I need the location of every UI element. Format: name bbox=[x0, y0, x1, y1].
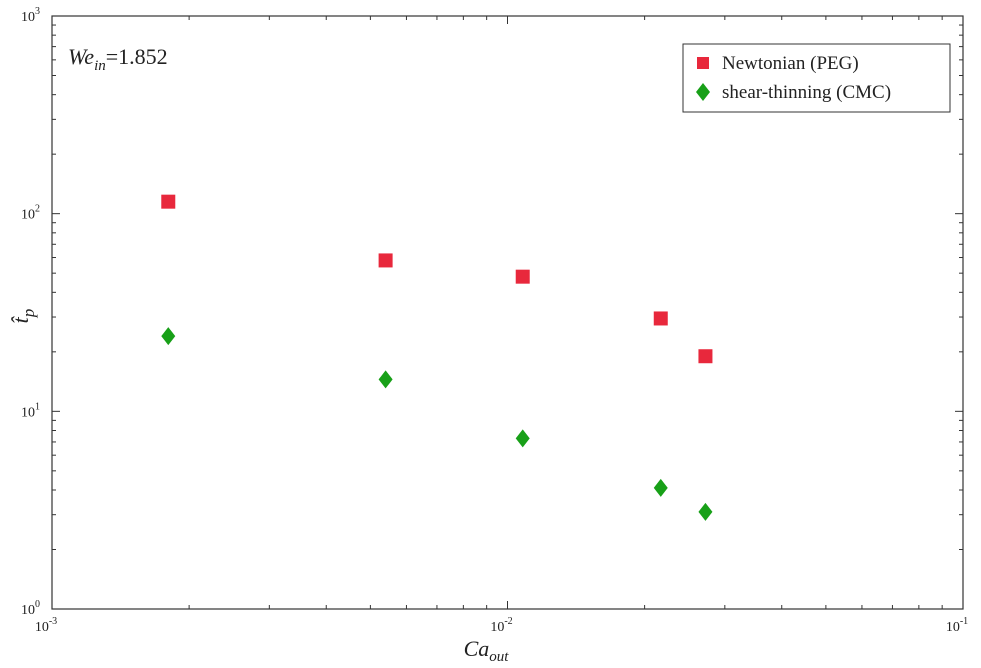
data-point-newtonian bbox=[378, 253, 393, 268]
axis-ticks bbox=[51, 15, 964, 610]
y-axis-label-main: t̂ bbox=[8, 315, 33, 323]
y-tick-label: 102 bbox=[21, 204, 40, 223]
annotation-we: Wein=1.852 bbox=[68, 44, 168, 74]
axis-tick-labels: 10-3 10-2 10-1 100 101 102 103 bbox=[21, 6, 968, 635]
legend: Newtonian (PEG) shear-thinning (CMC) bbox=[682, 43, 951, 113]
x-axis-label-main: Ca bbox=[464, 636, 490, 661]
data-points bbox=[161, 194, 713, 521]
x-axis-label-sub: out bbox=[489, 649, 509, 665]
data-point-shear-thinning bbox=[161, 327, 176, 346]
legend-label-shear-thinning: shear-thinning (CMC) bbox=[722, 82, 891, 103]
legend-box bbox=[682, 43, 951, 113]
legend-marker-shear-thinning bbox=[696, 83, 710, 101]
y-tick-label: 103 bbox=[21, 6, 40, 25]
data-point-shear-thinning bbox=[698, 502, 713, 521]
data-point-newtonian bbox=[653, 311, 668, 326]
annotation-we-value: =1.852 bbox=[106, 44, 168, 69]
y-axis-label-sub: p bbox=[19, 309, 38, 319]
legend-marker-newtonian bbox=[697, 57, 709, 69]
data-point-newtonian bbox=[161, 194, 176, 209]
y-tick-label: 101 bbox=[21, 401, 40, 420]
data-point-shear-thinning bbox=[515, 429, 530, 448]
legend-label-newtonian: Newtonian (PEG) bbox=[722, 53, 859, 74]
x-tick-label: 10-1 bbox=[946, 616, 968, 635]
x-tick-label: 10-3 bbox=[35, 616, 57, 635]
x-axis-label: Caout bbox=[464, 636, 510, 665]
y-axis-label: t̂p bbox=[8, 309, 38, 324]
x-tick-label: 10-2 bbox=[490, 616, 512, 635]
data-point-newtonian bbox=[698, 349, 713, 364]
data-point-shear-thinning bbox=[378, 370, 393, 389]
annotation-we-main: We bbox=[68, 44, 94, 69]
y-tick-label: 100 bbox=[21, 599, 40, 618]
data-point-shear-thinning bbox=[653, 478, 668, 497]
data-point-newtonian bbox=[515, 269, 530, 284]
annotation-we-sub: in bbox=[94, 58, 106, 74]
